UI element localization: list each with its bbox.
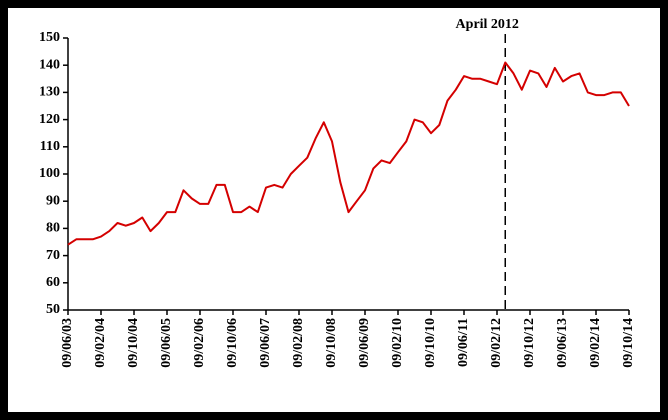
x-tick-label: 09/02/08 (291, 318, 306, 368)
y-tick-label: 80 (46, 221, 60, 236)
x-tick-label: 09/06/05 (159, 318, 174, 368)
x-tick-label: 09/10/04 (126, 318, 141, 368)
x-tick-label: 09/10/08 (324, 318, 339, 368)
x-tick-label: 09/06/03 (60, 318, 75, 368)
annotation-label: April 2012 (456, 17, 519, 32)
x-tick-label: 09/06/11 (456, 318, 471, 367)
x-tick-label: 09/02/06 (192, 318, 207, 368)
x-tick-label: 09/06/13 (555, 318, 570, 368)
x-tick-label: 09/06/09 (357, 318, 372, 368)
y-tick-label: 60 (46, 275, 60, 290)
y-tick-label: 140 (39, 57, 60, 72)
x-tick-label: 09/02/10 (390, 318, 405, 368)
x-tick-label: 09/02/14 (588, 318, 603, 368)
y-tick-label: 50 (46, 302, 60, 317)
x-tick-label: 09/10/12 (522, 318, 537, 368)
x-tick-label: 09/02/04 (93, 318, 108, 368)
y-tick-label: 130 (39, 85, 60, 100)
x-tick-label: 09/06/07 (258, 318, 273, 368)
x-tick-label: 09/10/14 (621, 318, 636, 368)
y-tick-label: 100 (39, 166, 60, 181)
y-tick-label: 110 (40, 139, 60, 154)
y-tick-label: 90 (46, 193, 60, 208)
x-tick-label: 09/02/12 (489, 318, 504, 368)
x-tick-label: 09/10/10 (423, 318, 438, 368)
y-tick-label: 120 (39, 112, 60, 127)
data-line (67, 61, 630, 246)
x-tick-label: 09/10/06 (225, 318, 240, 368)
y-tick-label: 70 (46, 248, 60, 263)
y-tick-label: 150 (39, 30, 60, 45)
